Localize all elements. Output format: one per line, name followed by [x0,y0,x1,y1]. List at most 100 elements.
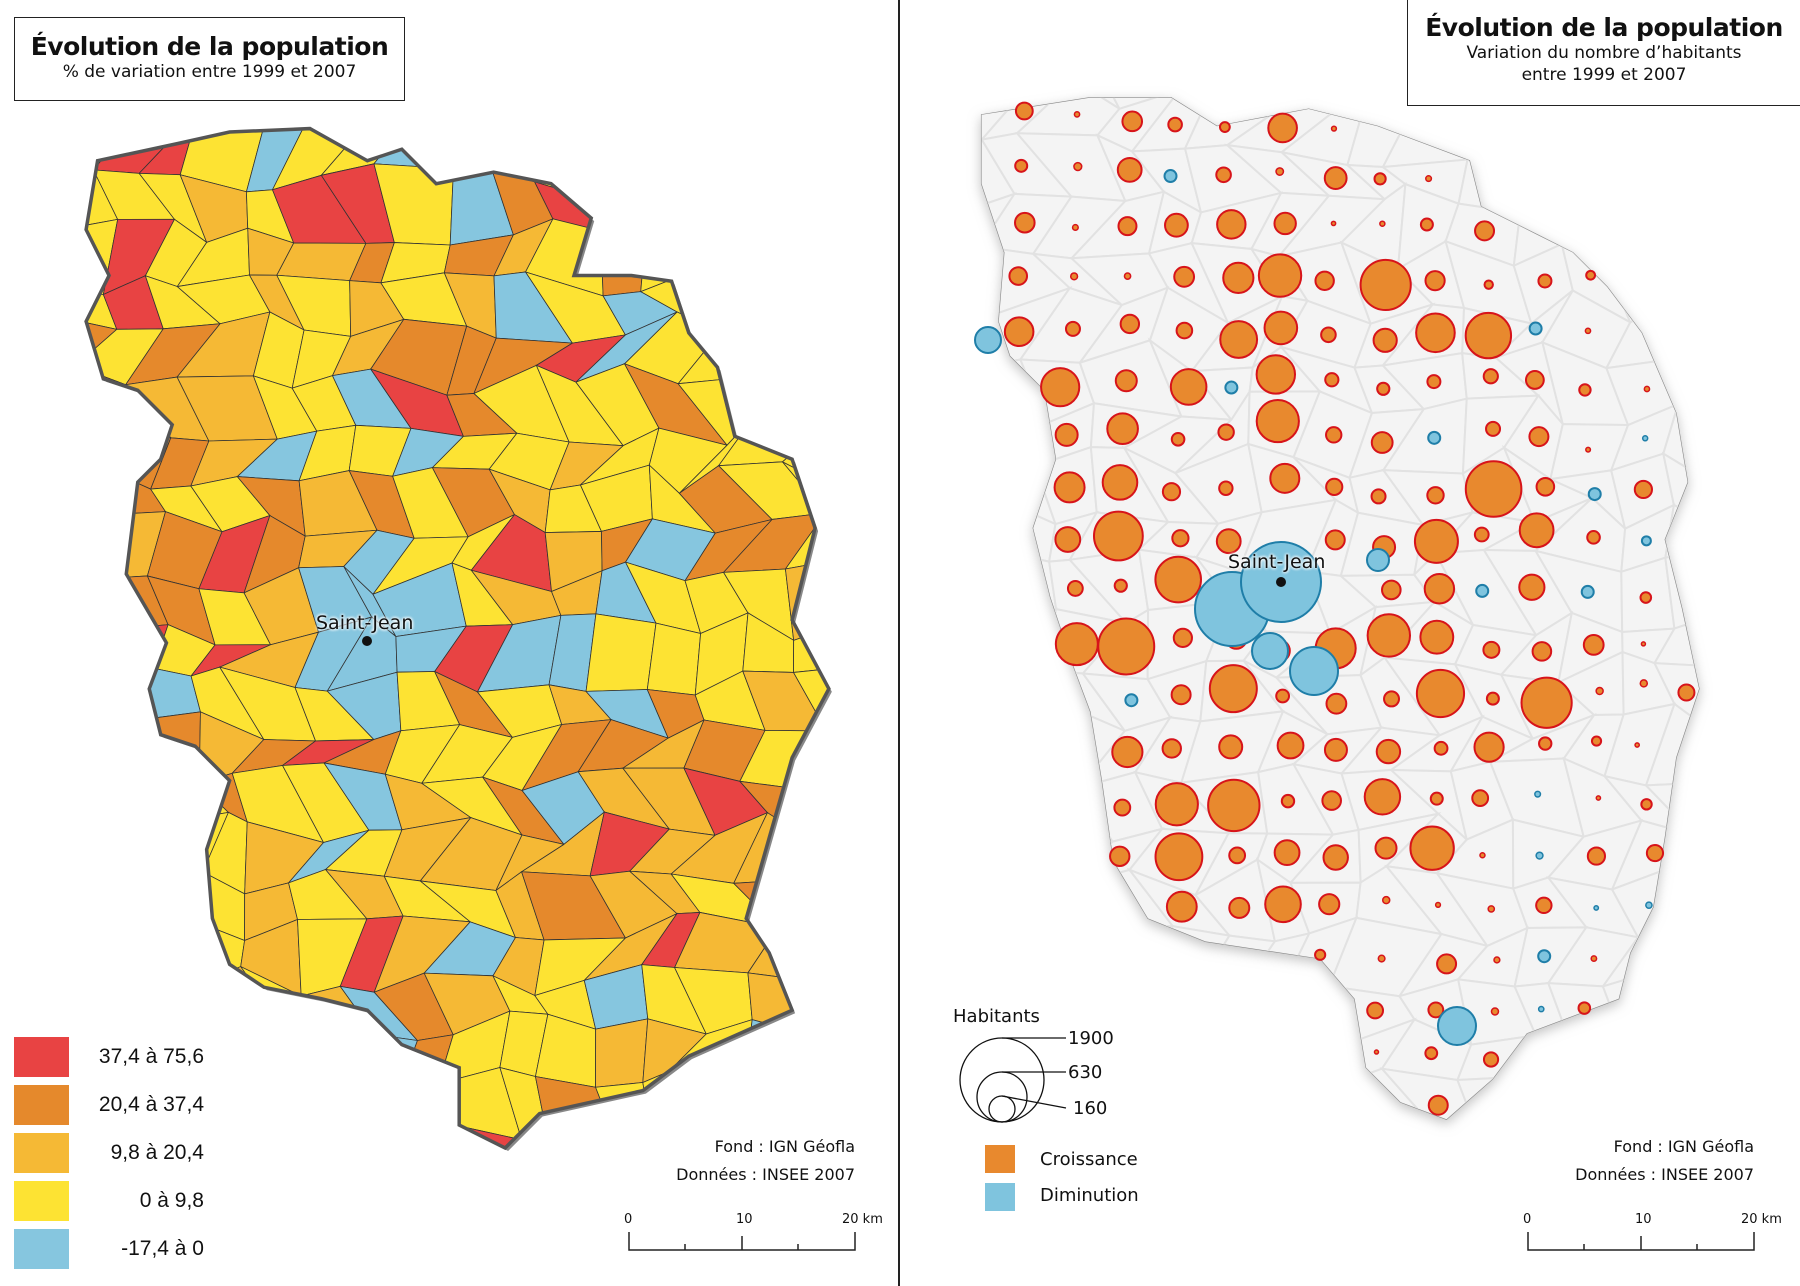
croissance-symbol [1429,791,1444,806]
commune [1560,98,1651,157]
croissance-symbol [1054,622,1099,667]
croissance-symbol [1269,462,1301,494]
commune [442,1163,519,1240]
croissance-symbol [1379,220,1386,227]
croissance-symbol [1474,220,1496,242]
commune [197,1074,248,1137]
croissance-symbol [1482,368,1499,385]
commune [699,170,762,237]
commune [981,414,1018,481]
croissance-symbol [1415,312,1456,354]
commune [802,977,829,1042]
commune [1705,465,1772,527]
commune [981,1071,1000,1120]
commune [819,524,829,584]
commune [95,624,169,669]
croissance-symbol [1171,529,1190,548]
croissance-symbol [1273,839,1301,867]
commune [985,546,1058,631]
croissance-symbol [1366,613,1412,658]
commune [1295,97,1371,110]
commune [1694,601,1700,667]
commune [1020,912,1117,986]
croissance-symbol [1471,789,1490,808]
croissance-symbol [1375,738,1402,765]
legend-swatch [14,1229,69,1269]
croissance-symbol [1479,852,1486,859]
croissance-symbol [1436,953,1458,975]
size-legend-title: Habitants [953,1006,1040,1027]
croissance-symbol [1267,112,1298,144]
croissance-symbol [1008,266,1029,286]
commune [1664,546,1700,630]
croissance-symbol [1383,690,1401,708]
commune [1134,925,1232,993]
commune [1673,963,1700,1031]
source-fond: Fond : IGN Géofla [714,1137,855,1156]
commune [981,1025,1019,1096]
commune [86,413,103,470]
commune [848,71,898,135]
commune [240,1184,317,1240]
legend-swatch [14,1133,69,1173]
diminution-symbol [1475,583,1490,598]
commune [650,128,716,131]
legend-swatch [14,1181,69,1221]
commune [326,1034,419,1096]
croissance-symbol [1528,426,1550,448]
right-subtitle-1: Variation du nombre d’habitants [1466,43,1742,63]
scale-label: 20 km [842,1212,883,1227]
diminution-symbol [1537,949,1552,964]
commune [86,365,103,445]
commune [820,160,829,236]
croissance-symbol [1483,279,1494,290]
communes [981,97,1772,1194]
croissance-symbol [1154,832,1204,882]
croissance-symbol [1255,354,1297,395]
commune [1273,1029,1359,1100]
commune [1273,1078,1387,1120]
commune [1609,1078,1686,1120]
commune [128,974,210,1034]
croissance-symbol [1013,211,1036,234]
commune [1664,503,1700,559]
diminution-symbol [1593,904,1600,911]
croissance-symbol [1487,905,1496,913]
commune [785,234,829,295]
commune [86,861,159,935]
croissance-symbol [1116,156,1143,183]
croissance-symbol [1634,742,1641,748]
scale-label: 0 [1523,1212,1532,1227]
commune [551,79,606,126]
commune [230,1093,297,1126]
commune [1694,938,1700,1000]
commune [744,169,798,244]
croissance-symbol [1419,619,1455,655]
commune [86,963,110,1041]
commune [1389,1122,1484,1194]
croissance-symbol [1325,692,1348,715]
commune [493,77,558,121]
croissance-symbol [1276,731,1305,760]
croissance-symbol [1585,269,1597,281]
commune [700,265,770,344]
commune [833,311,897,372]
commune [1695,654,1700,739]
commune [1497,1076,1584,1120]
croissance-symbol [1590,735,1603,747]
scale-bar [628,1232,856,1251]
left-title: Évolution de la population [30,32,389,61]
commune [744,128,825,172]
croissance-symbol [1064,320,1081,337]
croissance-symbol [1172,627,1193,648]
commune [768,160,829,244]
commune [1648,188,1700,271]
commune [981,655,1069,718]
commune [981,97,1027,103]
size-legend-circle [959,1037,1045,1123]
commune [1506,1140,1582,1182]
croissance-symbol [1518,573,1546,601]
commune [843,437,898,493]
croissance-symbol [1586,530,1601,545]
commune [1225,97,1340,110]
